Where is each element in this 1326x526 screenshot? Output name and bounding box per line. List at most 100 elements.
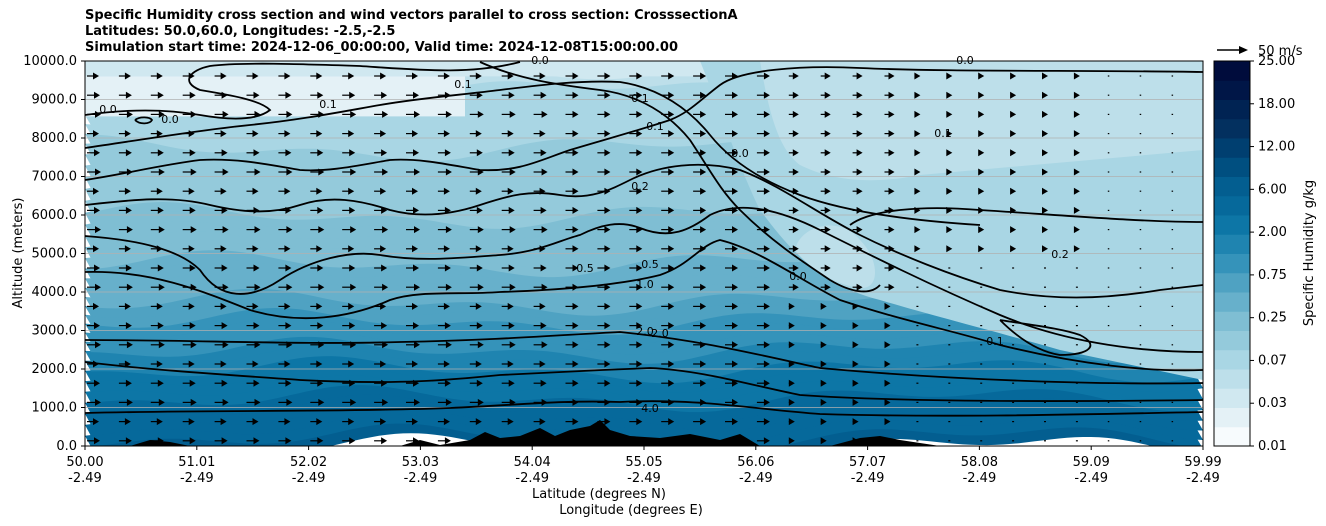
wind-vector — [914, 110, 921, 118]
wind-vector — [725, 226, 738, 234]
contour-line — [85, 331, 1203, 385]
colorbar-segment — [1214, 349, 1250, 370]
wind-vector — [978, 91, 985, 99]
wind-vector — [788, 341, 795, 349]
wind-vector — [756, 187, 770, 195]
wind-vector — [214, 379, 228, 387]
wind-vector — [693, 360, 707, 368]
wind-vector — [788, 360, 795, 368]
wind-vector — [597, 341, 611, 349]
wind-vector — [565, 398, 579, 406]
wind-vector — [214, 91, 228, 99]
humidity-band — [85, 393, 1203, 432]
wind-vector — [214, 398, 229, 406]
wind-vector — [533, 206, 547, 214]
wind-vector — [661, 398, 675, 406]
wind-vector — [884, 322, 891, 330]
wind-vector — [118, 437, 132, 445]
wind-vector — [87, 398, 101, 406]
wind-vector — [278, 226, 293, 234]
wind-vector — [629, 206, 643, 214]
wind-vector — [914, 91, 921, 99]
wind-vector — [118, 360, 131, 368]
wind-vector — [469, 206, 483, 214]
wind-vector — [946, 91, 953, 99]
wind-vector — [118, 302, 131, 310]
y-axis: 0.0 1000.0 2000.0 3000.0 4000.0 5000.0 6000.0 7… — [23, 54, 85, 454]
wind-vector — [788, 322, 795, 330]
wind-vector — [725, 379, 738, 387]
wind-vector — [246, 72, 259, 80]
wind-vector — [565, 187, 579, 195]
wind-vector — [533, 168, 548, 176]
wind-vector — [501, 149, 515, 157]
wind-vector — [342, 264, 356, 272]
wind-vector — [884, 283, 895, 291]
colorbar-segment — [1214, 311, 1250, 331]
wind-vector — [150, 110, 165, 118]
wind-vector — [725, 91, 738, 99]
wind-vector — [533, 398, 548, 406]
wind-vector — [374, 245, 387, 253]
colorbar-segment — [1214, 195, 1250, 216]
wind-vector — [661, 264, 675, 272]
wind-vector — [693, 302, 707, 310]
wind-vector — [501, 206, 515, 214]
wind-vector — [87, 437, 100, 445]
wind-vector — [118, 206, 132, 214]
wind-vector — [118, 187, 131, 195]
x-tick-label-lat: 53.03 — [402, 455, 439, 470]
wind-vector — [437, 187, 450, 195]
wind-vector — [278, 149, 292, 157]
wind-vector — [501, 379, 515, 387]
wind-vector — [661, 187, 675, 195]
wind-vector — [597, 245, 611, 253]
wind-vector — [884, 130, 895, 138]
wind-vector — [437, 206, 451, 214]
wind-vector — [946, 72, 953, 80]
wind-vector — [946, 245, 953, 253]
wind-vector — [756, 168, 770, 176]
wind-vector — [501, 341, 516, 349]
wind-vector — [693, 110, 707, 118]
wind-vector — [342, 302, 355, 310]
wind-vector — [756, 418, 770, 426]
wind-vector — [1073, 206, 1080, 214]
wind-vector — [946, 168, 953, 176]
wind-vector — [118, 264, 132, 272]
wind-vector — [374, 360, 387, 368]
wind-vector — [501, 245, 514, 253]
wind-vector — [693, 322, 707, 330]
wind-vector — [310, 206, 324, 214]
wind-vector — [820, 379, 827, 387]
wind-vector — [374, 437, 388, 445]
wind-vector — [278, 398, 293, 406]
wind-vector — [788, 245, 799, 253]
wind-vector — [87, 91, 100, 99]
x-axis-label-1: Latitude (degrees N) — [532, 487, 666, 502]
wind-vector — [342, 91, 356, 99]
contour-label: 0.0 — [789, 270, 807, 283]
wind-vector — [597, 302, 611, 310]
contour-line — [85, 206, 1203, 353]
contour-label: 0.0 — [161, 113, 179, 126]
colorbar-segment — [1214, 330, 1250, 351]
wind-vector — [629, 110, 643, 118]
wind-vector — [725, 283, 738, 291]
wind-vector — [788, 91, 799, 99]
wind-vector — [246, 264, 260, 272]
wind-vector — [788, 187, 799, 195]
x-tick-label-lat: 58.08 — [961, 455, 998, 470]
wind-vector — [469, 245, 482, 253]
wind-vector — [278, 341, 293, 349]
wind-vector — [214, 418, 227, 426]
wind-vector — [150, 149, 164, 157]
wind-vector — [820, 360, 827, 368]
wind-vector — [118, 418, 131, 426]
wind-vector — [693, 72, 707, 80]
y-axis-label: Altitude (meters) — [11, 198, 26, 309]
wind-vector — [820, 341, 827, 349]
wind-vector — [820, 398, 827, 406]
wind-vector — [756, 437, 770, 445]
wind-vector — [629, 283, 643, 291]
